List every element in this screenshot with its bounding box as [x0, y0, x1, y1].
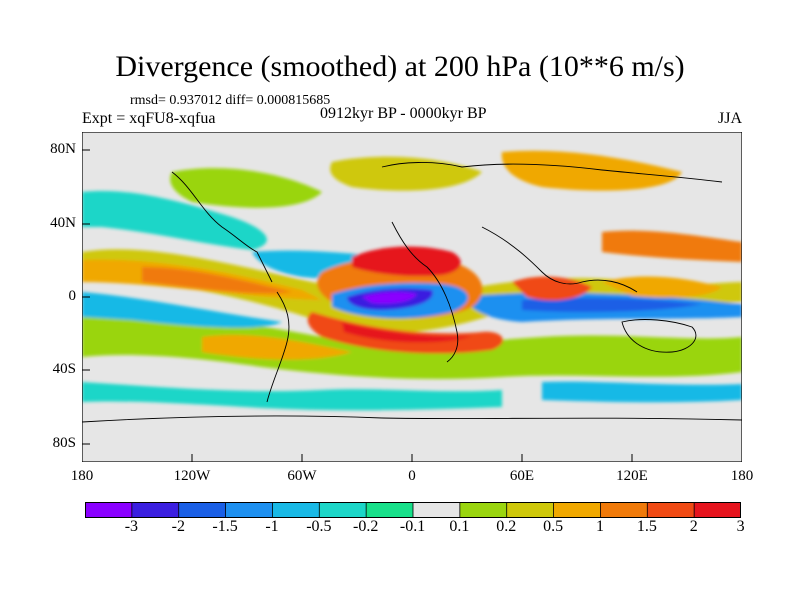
divergence-field: [82, 150, 742, 411]
period-label: 0912kyr BP - 0000kyr BP: [320, 105, 487, 122]
colorbar-label: 2: [689, 518, 698, 535]
rmsd-diff-stats: rmsd= 0.937012 diff= 0.000815685: [130, 93, 331, 108]
colorbar-cell: [506, 502, 555, 518]
y-tick-0: 0: [68, 288, 77, 304]
colorbar-label: -2: [171, 518, 185, 535]
map-title: Divergence (smoothed) at 200 hPa (10**6 …: [115, 50, 685, 83]
colorbar-cell: [553, 502, 602, 518]
colorbar-cell: [131, 502, 180, 518]
colorbar-cell: [365, 502, 414, 518]
colorbar-cell: [459, 502, 508, 518]
colorbar-label: 0.2: [496, 518, 517, 535]
coastlines: [82, 162, 742, 423]
y-tick-80n: 80N: [50, 141, 76, 157]
season-label: JJA: [717, 110, 742, 127]
colorbar-cell: [178, 502, 227, 518]
colorbar-cell: [600, 502, 649, 518]
x-tick-180w: 180: [70, 468, 94, 484]
y-tick-80s: 80S: [52, 435, 76, 451]
x-tick-60e: 60E: [509, 468, 535, 484]
colorbar-label: -1.5: [212, 518, 238, 535]
colorbar-label: 0.5: [543, 518, 564, 535]
colorbar-label: -3: [124, 518, 139, 535]
colorbar-cell: [318, 502, 368, 518]
colorbar-label: -0.2: [353, 518, 379, 535]
colorbar-cell: [693, 502, 741, 518]
axis-ticks: [82, 149, 633, 462]
x-tick-0: 0: [408, 468, 416, 484]
colorbar-label: 3: [736, 518, 745, 535]
colorbar-label: -0.1: [399, 518, 426, 535]
colorbar-cell: [225, 502, 274, 518]
y-tick-40s: 40S: [52, 361, 76, 377]
colorbar-label: -0.5: [306, 518, 332, 535]
colorbar: [85, 502, 741, 518]
x-tick-180e: 180: [730, 468, 754, 484]
y-tick-40n: 40N: [50, 215, 76, 231]
x-tick-120e: 120E: [616, 468, 648, 484]
colorbar-cell: [646, 502, 696, 518]
divergence-map: [82, 132, 742, 462]
colorbar-label: 0.1: [449, 518, 470, 535]
x-tick-120w: 120W: [173, 468, 211, 484]
colorbar-cell: [85, 502, 133, 518]
colorbar-label: -1: [265, 518, 279, 535]
x-tick-60w: 60W: [287, 468, 317, 484]
colorbar-label: 1: [596, 518, 604, 535]
colorbar-cell: [412, 502, 461, 518]
experiment-label: Expt = xqFU8-xqfua: [82, 110, 216, 127]
colorbar-label: 1.5: [636, 518, 657, 535]
colorbar-cell: [272, 502, 321, 518]
